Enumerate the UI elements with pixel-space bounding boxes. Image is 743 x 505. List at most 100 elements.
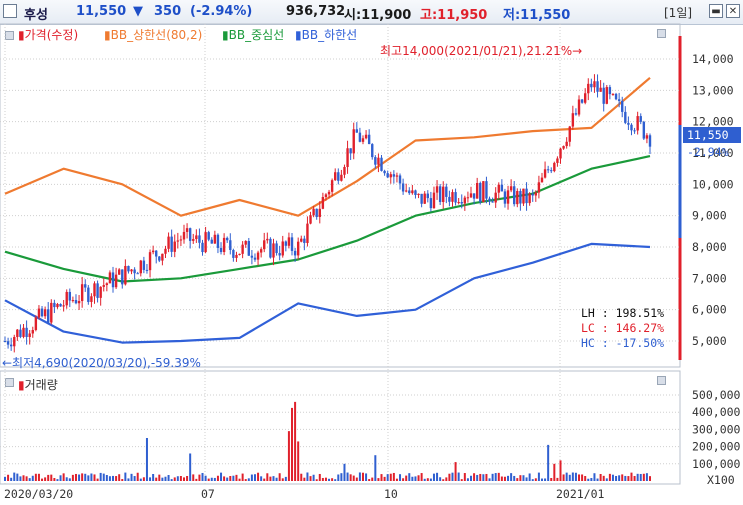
candle-body	[398, 175, 402, 184]
candle-body	[466, 197, 470, 199]
volume-bar	[479, 473, 482, 481]
volume-bar	[482, 474, 485, 481]
period-selector[interactable]: [1일]	[664, 6, 693, 20]
candle-body	[284, 241, 288, 246]
candle-body	[617, 99, 621, 101]
volume-bar	[383, 476, 386, 481]
candle-body	[590, 83, 593, 88]
candle-body	[312, 208, 315, 216]
candle-body	[383, 170, 386, 174]
volume-bar	[340, 473, 343, 481]
volume-bar	[547, 444, 550, 481]
volume-panel-scroll-icon[interactable]	[657, 376, 666, 385]
volume-bar	[216, 475, 219, 481]
volume-bar	[133, 476, 136, 481]
legend-bb-middle: ▮BB_중심선	[222, 28, 285, 42]
volume-bar	[451, 472, 454, 481]
candle-body	[636, 116, 639, 131]
volume-panel-settings-icon[interactable]	[5, 378, 14, 387]
minimize-icon[interactable]: ▬	[709, 4, 723, 18]
candle-body	[445, 186, 448, 197]
volume-bar	[99, 472, 102, 481]
price-tick-label: 11,000	[692, 146, 734, 160]
candle-body	[269, 238, 272, 258]
panel-scroll-icon[interactable]	[657, 29, 666, 38]
candle-body	[494, 192, 497, 203]
close-icon[interactable]: ✕	[726, 4, 740, 18]
volume-bar	[528, 473, 531, 481]
volume-bar	[630, 472, 633, 481]
volume-bar	[556, 477, 559, 481]
stat-lh: LH : 198.51%	[581, 306, 665, 320]
panel-settings-icon[interactable]	[5, 31, 14, 40]
volume-bar	[22, 475, 25, 481]
volume-bar	[34, 473, 37, 481]
volume-bar	[343, 463, 346, 481]
volume-bar	[559, 460, 562, 481]
volume-tick-label: 300,000	[692, 422, 741, 436]
volume-bar	[207, 478, 210, 481]
bb-lower-line	[4, 242, 651, 344]
volume-bar	[213, 477, 216, 481]
candle-body	[355, 129, 359, 133]
candle-body	[296, 241, 300, 256]
volume-bar	[253, 474, 256, 481]
candle-body	[605, 87, 608, 104]
volume-bar	[399, 474, 402, 481]
volume-bar	[380, 474, 383, 481]
candle-body	[272, 243, 275, 258]
candle-body	[408, 190, 411, 194]
volume-bar	[300, 473, 303, 481]
candle-body	[210, 239, 213, 244]
stock-name: 후성	[24, 8, 48, 23]
candle-body	[577, 99, 581, 115]
volume-bar	[229, 476, 232, 481]
volume-bar	[53, 478, 56, 481]
candle-body	[127, 265, 130, 272]
candle-body	[300, 238, 303, 242]
volume-bar	[263, 478, 266, 481]
candle-body	[167, 236, 170, 249]
candle-body	[479, 183, 482, 203]
volume-bar	[247, 478, 250, 481]
volume-bar	[485, 473, 488, 481]
volume-bars	[4, 401, 651, 481]
candle-body	[389, 174, 392, 178]
candle-body	[321, 196, 325, 209]
volume-bar	[436, 472, 439, 481]
volume-bar	[56, 479, 59, 481]
candle-body	[148, 252, 152, 271]
volume-bar	[377, 478, 380, 481]
candle-body	[553, 162, 556, 172]
price-panel-frame	[0, 23, 681, 368]
volume-bar	[170, 479, 173, 481]
volume-bar	[426, 478, 429, 481]
candle-body	[65, 291, 68, 306]
candle-body	[6, 341, 10, 345]
volume-bar	[50, 474, 53, 481]
price-tick-label: 6,000	[692, 303, 727, 317]
candle-body	[358, 132, 362, 142]
volume-bar	[371, 477, 374, 481]
bb-middle-line	[4, 155, 651, 283]
volume-bar	[37, 473, 40, 481]
candle-body	[463, 197, 467, 204]
candle-body	[639, 116, 642, 122]
volume-bar	[284, 476, 287, 481]
volume-bar	[121, 479, 124, 481]
volume-bar	[71, 474, 74, 481]
volume-bar	[195, 478, 198, 481]
candle-body	[263, 240, 266, 250]
window-checkbox[interactable]	[3, 4, 17, 18]
candle-body	[28, 333, 31, 338]
date-tick-label: 2021/01	[556, 487, 605, 501]
candle-body	[34, 317, 38, 331]
date-tick-label: 2020/03/20	[4, 487, 73, 501]
volume-bar	[593, 473, 596, 481]
volume-bar	[223, 476, 226, 481]
candle-body	[550, 170, 553, 172]
candle-body	[534, 192, 538, 196]
volume-bar	[25, 476, 28, 481]
volume-bar	[124, 472, 127, 481]
